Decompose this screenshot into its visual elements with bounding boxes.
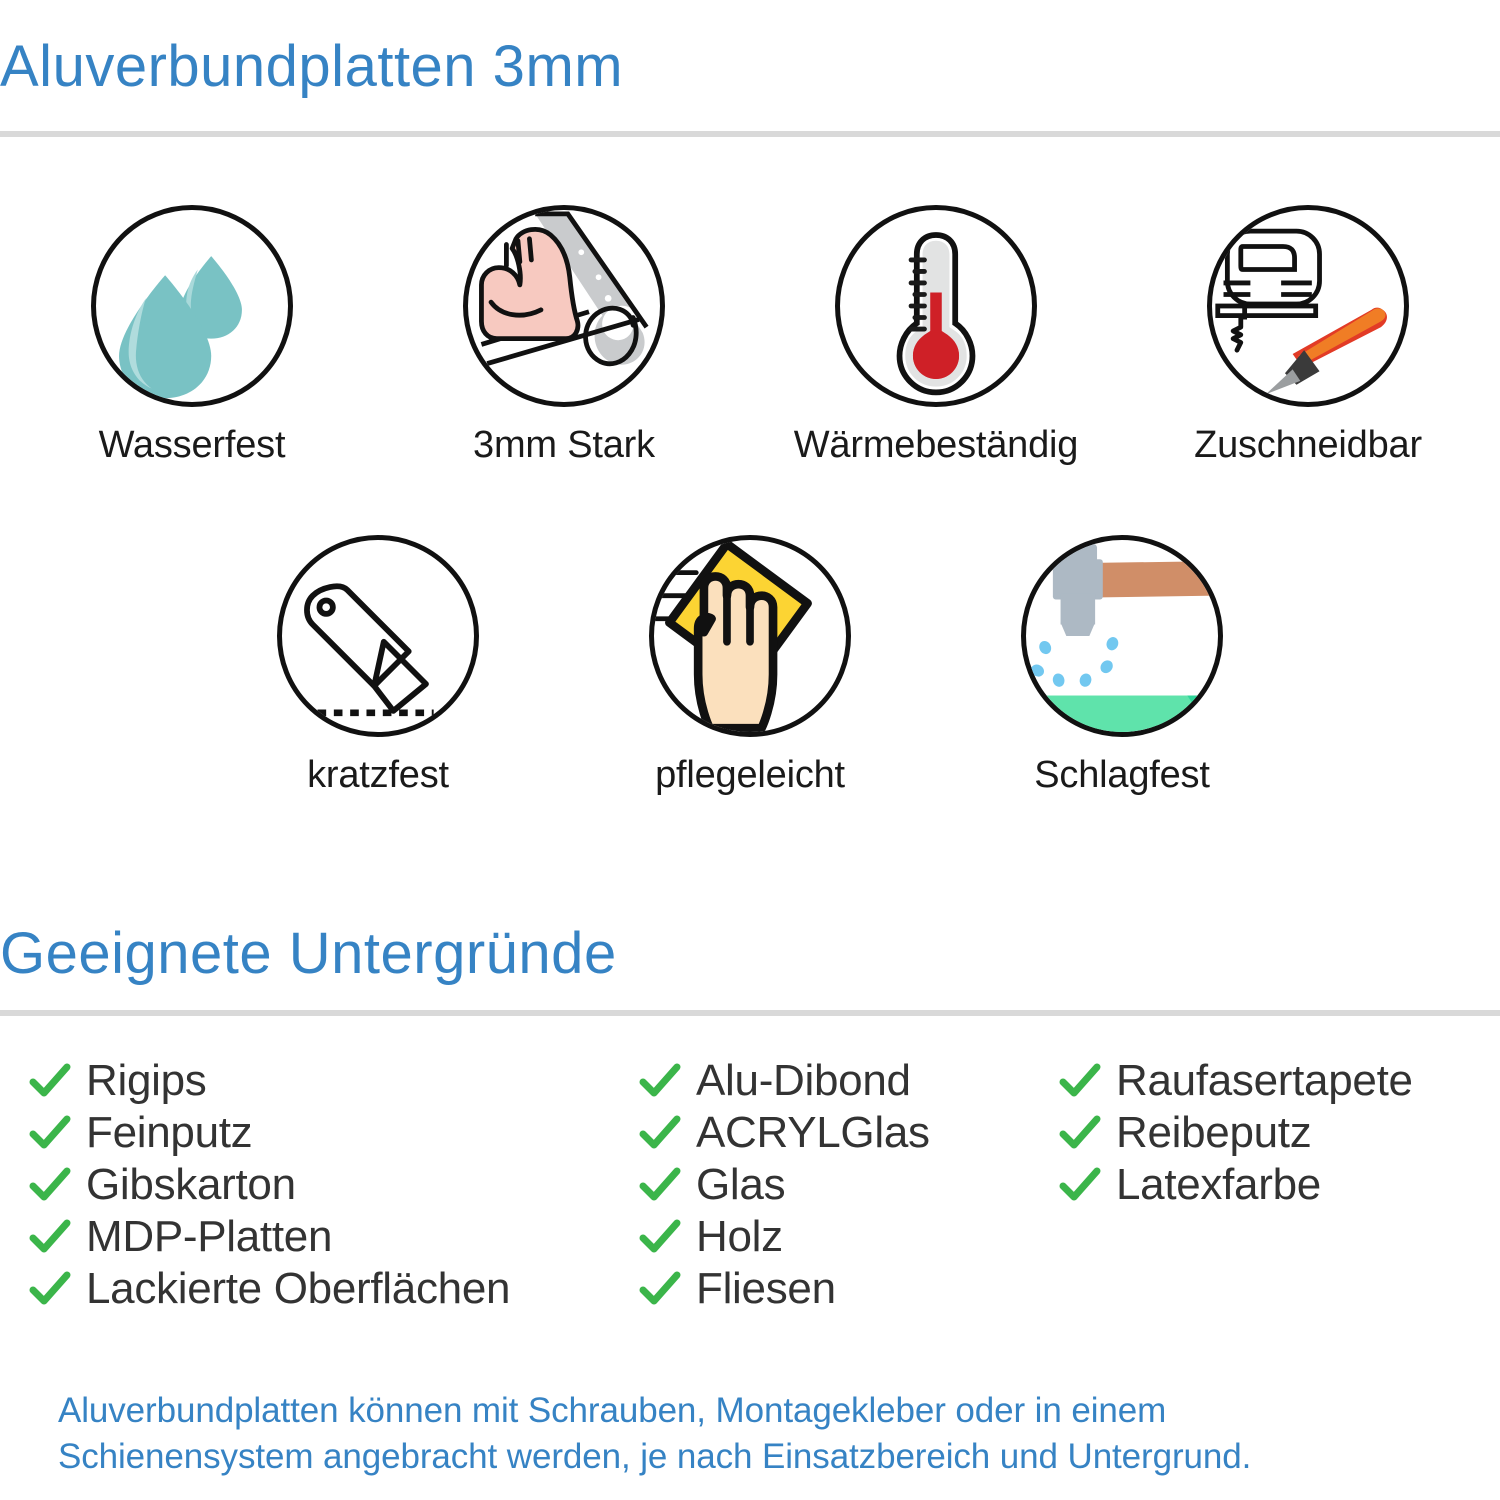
substrate-list: Rigips Feinputz Gibskarton MDP-Platten [28,1055,1478,1315]
feature-label: kratzfest [307,754,449,796]
list-item: Feinputz [28,1107,638,1159]
feature-label: Wasserfest [98,424,286,466]
list-item-label: Gibskarton [86,1160,296,1209]
list-item-label: ACRYLGlas [696,1108,930,1157]
feature-kratzfest: kratzfest [192,535,564,797]
green-check-icon [1058,1163,1102,1207]
green-check-icon [28,1215,72,1259]
cutter-knife-scratch-icon [277,535,479,737]
list-item: Rigips [28,1055,638,1107]
feature-3mm-stark: 3mm Stark [378,205,750,467]
list-item: MDP-Platten [28,1211,638,1263]
feature-row-2: kratzfest [0,535,1500,797]
list-item-label: Reibeputz [1116,1108,1312,1157]
feature-label: pflegeleicht [655,754,845,796]
substrate-column-2: Alu-Dibond ACRYLGlas Glas Holz [638,1055,1058,1315]
list-item-label: Holz [696,1212,783,1261]
feature-label: Schlagfest [1034,754,1210,796]
jigsaw-and-knife-icon [1207,205,1409,407]
feature-wasserfest: Wasserfest [6,205,378,467]
list-item-label: MDP-Platten [86,1212,333,1261]
green-check-icon [1058,1111,1102,1155]
page-title: Aluverbundplatten 3mm [0,34,624,99]
green-check-icon [638,1111,682,1155]
footer-note-line-1: Aluverbundplatten können mit Schrauben, … [58,1391,1167,1430]
feature-schlagfest: Schlagfest [936,535,1308,797]
green-check-icon [638,1267,682,1311]
thermometer-icon [835,205,1037,407]
substrates-title: Geeignete Untergründe [0,921,617,986]
hand-cleaning-cloth-icon [649,535,851,737]
list-item: Holz [638,1211,1058,1263]
list-item-label: Raufasertapete [1116,1056,1413,1105]
list-item: Fliesen [638,1263,1058,1315]
list-item: Latexfarbe [1058,1159,1478,1211]
green-check-icon [28,1059,72,1103]
feature-zuschneidbar: Zuschneidbar [1122,205,1494,467]
green-check-icon [638,1059,682,1103]
list-item: Alu-Dibond [638,1055,1058,1107]
feature-pflegeleicht: pflegeleicht [564,535,936,797]
list-item-label: Alu-Dibond [696,1056,911,1105]
feature-label: Wärmebeständig [793,424,1079,466]
list-item: Gibskarton [28,1159,638,1211]
list-item-label: Rigips [86,1056,207,1105]
flexed-bicep-icon [463,205,665,407]
green-check-icon [28,1163,72,1207]
list-item: Raufasertapete [1058,1055,1478,1107]
substrate-column-1: Rigips Feinputz Gibskarton MDP-Platten [28,1055,638,1315]
water-drops-icon [91,205,293,407]
green-check-icon [28,1111,72,1155]
list-item: Lackierte Oberflächen [28,1263,638,1315]
footer-note: Aluverbundplatten können mit Schrauben, … [58,1388,1458,1480]
green-check-icon [1058,1059,1102,1103]
footer-note-line-2: Schienensystem angebracht werden, je nac… [58,1437,1252,1476]
list-item-label: Lackierte Oberflächen [86,1264,511,1313]
list-item-label: Fliesen [696,1264,836,1313]
list-item-label: Latexfarbe [1116,1160,1321,1209]
list-item-label: Glas [696,1160,786,1209]
feature-row-1: Wasserfest [0,205,1500,467]
page-title-block: Aluverbundplatten 3mm [0,38,623,96]
feature-label: Zuschneidbar [1194,424,1422,466]
list-item-label: Feinputz [86,1108,253,1157]
list-item: Reibeputz [1058,1107,1478,1159]
hammer-impact-icon [1021,535,1223,737]
feature-label: 3mm Stark [473,424,655,466]
divider-middle [0,1010,1500,1016]
divider-top [0,131,1500,137]
green-check-icon [638,1215,682,1259]
green-check-icon [28,1267,72,1311]
list-item: Glas [638,1159,1058,1211]
feature-waermebestaendig: Wärmebeständig [750,205,1122,467]
green-check-icon [638,1163,682,1207]
list-item: ACRYLGlas [638,1107,1058,1159]
substrate-column-3: Raufasertapete Reibeputz Latexfarbe [1058,1055,1478,1315]
substrates-title-block: Geeignete Untergründe [0,925,617,983]
